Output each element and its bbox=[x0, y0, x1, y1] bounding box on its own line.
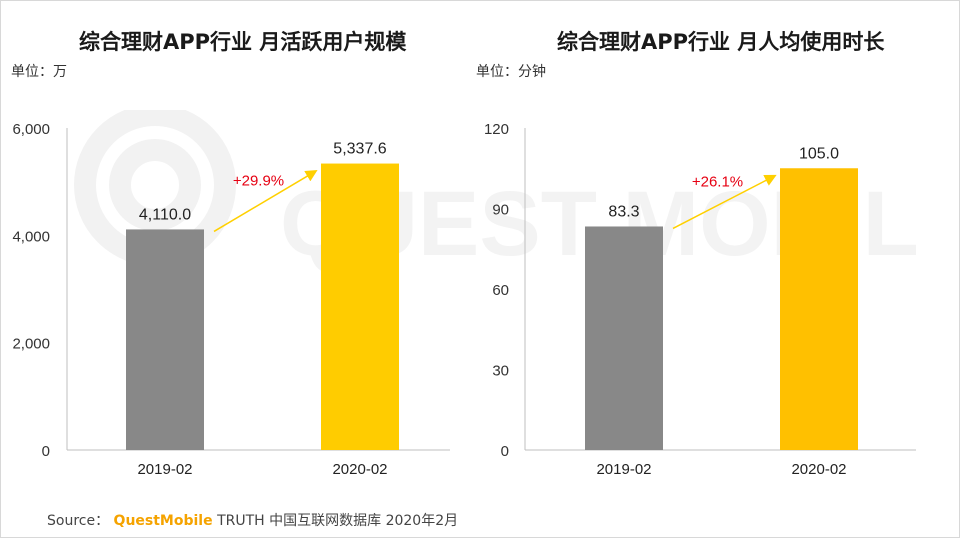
x-tick-label: 2020-02 bbox=[332, 461, 387, 478]
bar-2019-02 bbox=[585, 226, 663, 450]
y-tick-label: 30 bbox=[492, 363, 509, 380]
source-rest: TRUTH 中国互联网数据库 2020年2月 bbox=[217, 513, 459, 529]
bar-2019-02 bbox=[126, 229, 204, 450]
chart-title-mau: 综合理财APP行业 月活跃用户规模 bbox=[79, 30, 407, 54]
growth-label: +26.1% bbox=[692, 173, 743, 190]
growth-arrow bbox=[213, 170, 318, 233]
y-tick-label: 0 bbox=[501, 443, 509, 460]
x-tick-label: 2020-02 bbox=[791, 461, 846, 478]
y-tick-label: 4,000 bbox=[12, 228, 50, 245]
data-label: 5,337.6 bbox=[333, 141, 386, 158]
source-prefix: Source： bbox=[47, 513, 110, 529]
bar-2020-02 bbox=[321, 163, 399, 450]
y-tick-label: 6,000 bbox=[12, 121, 50, 138]
x-tick-label: 2019-02 bbox=[596, 461, 651, 478]
data-label: 4,110.0 bbox=[139, 206, 191, 223]
y-tick-label: 90 bbox=[492, 202, 509, 219]
y-tick-label: 0 bbox=[42, 443, 50, 460]
x-tick-label: 2019-02 bbox=[137, 461, 192, 478]
unit-label-duration: 单位：分钟 bbox=[476, 64, 546, 80]
data-label: 83.3 bbox=[608, 203, 639, 220]
y-tick-label: 60 bbox=[492, 282, 509, 299]
y-tick-label: 2,000 bbox=[12, 336, 50, 353]
bar-2020-02 bbox=[780, 168, 858, 450]
source-note: Source： QuestMobile TRUTH 中国互联网数据库 2020年… bbox=[47, 510, 458, 530]
source-brand: QuestMobile bbox=[113, 513, 213, 529]
y-tick-label: 120 bbox=[484, 121, 509, 138]
growth-label: +29.9% bbox=[233, 172, 284, 189]
unit-label-mau: 单位：万 bbox=[11, 64, 67, 80]
data-label: 105.0 bbox=[799, 145, 839, 162]
chart-title-duration: 综合理财APP行业 月人均使用时长 bbox=[557, 30, 885, 54]
growth-arrow bbox=[672, 174, 777, 230]
